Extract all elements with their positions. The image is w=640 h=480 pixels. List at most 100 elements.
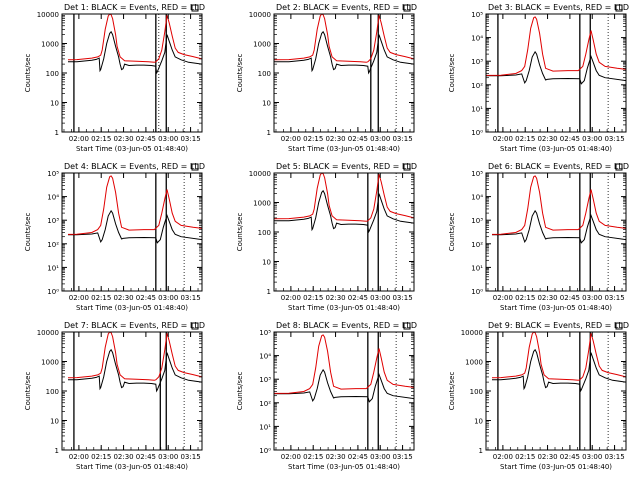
y-tick-label: 10¹ [471,264,483,272]
plot-frame [61,331,203,451]
lld-series-line [67,332,202,381]
y-tick-label: 10³ [47,217,59,225]
y-axis-label: Counts/sec [448,372,456,411]
y-axis-label: Counts/sec [448,213,456,252]
x-tick-label: 03:00 [158,135,178,143]
y-tick-label: 10 [262,259,271,267]
y-axis-label: Counts/sec [24,54,32,93]
plot-frame [273,331,415,451]
legend-box [191,4,199,12]
x-tick-label: 03:15 [604,294,624,302]
y-tick-label: 10¹ [47,264,59,272]
events-series-line [68,209,202,244]
lld-series-line [67,14,202,63]
plot-frame [273,13,415,133]
x-tick-label: 02:15 [515,294,535,302]
legend-box [615,163,623,171]
x-tick-label: 03:15 [392,453,412,461]
legend-box [615,4,623,12]
events-series-line [68,30,202,75]
x-tick-label: 03:00 [582,135,602,143]
x-tick-label: 03:00 [370,135,390,143]
y-tick-label: 10⁰ [471,288,483,296]
y-tick-label: 10⁰ [259,447,271,455]
x-tick-label: 02:30 [325,453,345,461]
lld-series-line [486,16,626,76]
x-tick-label: 03:00 [370,294,390,302]
y-tick-label: 10³ [471,217,483,225]
y-tick-label: 1 [55,447,59,455]
x-tick-label: 02:45 [136,453,156,461]
y-tick-label: 10⁴ [471,194,483,202]
y-tick-label: 10⁴ [259,353,271,361]
y-tick-label: 100 [258,70,271,78]
y-tick-label: 10 [474,418,483,426]
y-tick-label: 1 [267,129,271,137]
detector-panel-4: Det 4: BLACK = Events, RED = LLD 10⁰ 10¹ 10… [24,162,205,312]
y-axis-label: Counts/sec [448,54,456,93]
x-tick-label: 03:15 [180,294,200,302]
x-tick-label: 02:00 [281,294,301,302]
y-tick-label: 10⁴ [47,194,59,202]
plot-frame [485,172,627,292]
x-tick-label: 02:30 [537,294,557,302]
y-tick-label: 10² [471,82,483,90]
y-tick-label: 10000 [249,170,271,178]
x-tick-label: 02:15 [91,294,111,302]
x-tick-label: 03:00 [370,453,390,461]
panel-title: Det 4: BLACK = Events, RED = LLD [64,162,205,171]
x-tick-label: 02:45 [348,294,368,302]
x-tick-label: 02:00 [69,294,89,302]
x-tick-label: 02:00 [69,135,89,143]
panel-title: Det 6: BLACK = Events, RED = LLD [488,162,629,171]
panel-title: Det 7: BLACK = Events, RED = LLD [64,321,205,330]
plot-frame [485,13,627,133]
x-axis-label: Start Time (03-Jun-05 01:48:40) [288,463,400,471]
x-tick-label: 02:30 [537,135,557,143]
plot-frame [61,172,203,292]
y-tick-label: 100 [46,70,59,78]
x-tick-label: 02:45 [136,294,156,302]
x-axis-label: Start Time (03-Jun-05 01:48:40) [500,463,612,471]
x-tick-label: 02:00 [493,453,513,461]
y-tick-label: 1 [55,129,59,137]
x-tick-label: 02:45 [348,135,368,143]
x-tick-label: 02:45 [560,135,580,143]
lld-series-line [274,173,414,222]
x-tick-label: 02:00 [493,294,513,302]
events-series-line [274,368,414,403]
y-tick-label: 100 [470,388,483,396]
x-tick-label: 02:00 [69,453,89,461]
x-tick-label: 02:30 [325,294,345,302]
x-axis-label: Start Time (03-Jun-05 01:48:40) [76,304,188,312]
x-tick-label: 03:15 [180,453,200,461]
panel-title: Det 8: BLACK = Events, RED = LLD [276,321,417,330]
y-tick-label: 10 [50,100,59,108]
lld-series-line [491,175,626,235]
lld-series-line [274,334,414,394]
x-tick-label: 02:15 [91,453,111,461]
x-tick-label: 03:00 [582,453,602,461]
x-axis-label: Start Time (03-Jun-05 01:48:40) [76,463,188,471]
x-axis-label: Start Time (03-Jun-05 01:48:40) [500,304,612,312]
y-tick-label: 1000 [253,200,271,208]
y-tick-label: 10⁵ [259,329,271,337]
legend-box [403,163,411,171]
x-tick-label: 02:15 [515,135,535,143]
detector-panel-8: Det 8: BLACK = Events, RED = LLD 10⁰ 10¹ 10… [236,321,417,471]
plot-frame [273,172,415,292]
x-tick-label: 02:30 [113,294,133,302]
events-series-line [274,189,414,234]
events-series-line [68,348,202,393]
panel-title: Det 9: BLACK = Events, RED = LLD [488,321,629,330]
x-tick-label: 03:15 [392,294,412,302]
y-tick-label: 10³ [259,376,271,384]
x-tick-label: 02:45 [560,453,580,461]
y-tick-label: 1 [267,288,271,296]
lld-series-line [67,175,202,235]
y-tick-label: 10000 [37,329,59,337]
y-tick-label: 1000 [41,359,59,367]
y-tick-label: 10⁵ [471,11,483,19]
detector-panel-5: Det 5: BLACK = Events, RED = LLD 1 10 100 10… [236,162,417,312]
